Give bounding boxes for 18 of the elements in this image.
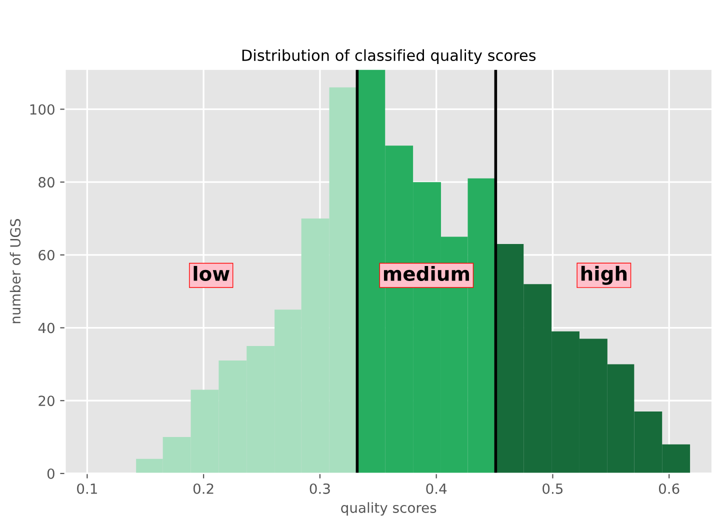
y-axis-title: number of UGS [10, 219, 21, 324]
x-tick-label: 0.3 [310, 483, 330, 494]
y-tick-label: 60 [38, 250, 54, 260]
x-axis-title: quality scores [341, 502, 436, 516]
x-tick-label: 0.2 [193, 483, 214, 494]
y-tick-label: 40 [38, 322, 54, 334]
x-tick-label: 0.5 [542, 483, 563, 494]
annotation: medium [384, 266, 469, 282]
y-tick-label: 80 [38, 177, 54, 188]
x-tick-label: 0.4 [426, 483, 447, 494]
chart-title: Distribution of classified quality scores [242, 49, 536, 64]
y-tick-label: 20 [38, 396, 54, 406]
x-tick-label: 0.6 [658, 483, 680, 494]
annotation: low [194, 266, 230, 282]
annotation: high [581, 266, 627, 285]
x-tick-label: 0.1 [77, 483, 97, 494]
y-tick-label: 100 [30, 104, 54, 115]
y-tick-label: 0 [47, 468, 54, 479]
